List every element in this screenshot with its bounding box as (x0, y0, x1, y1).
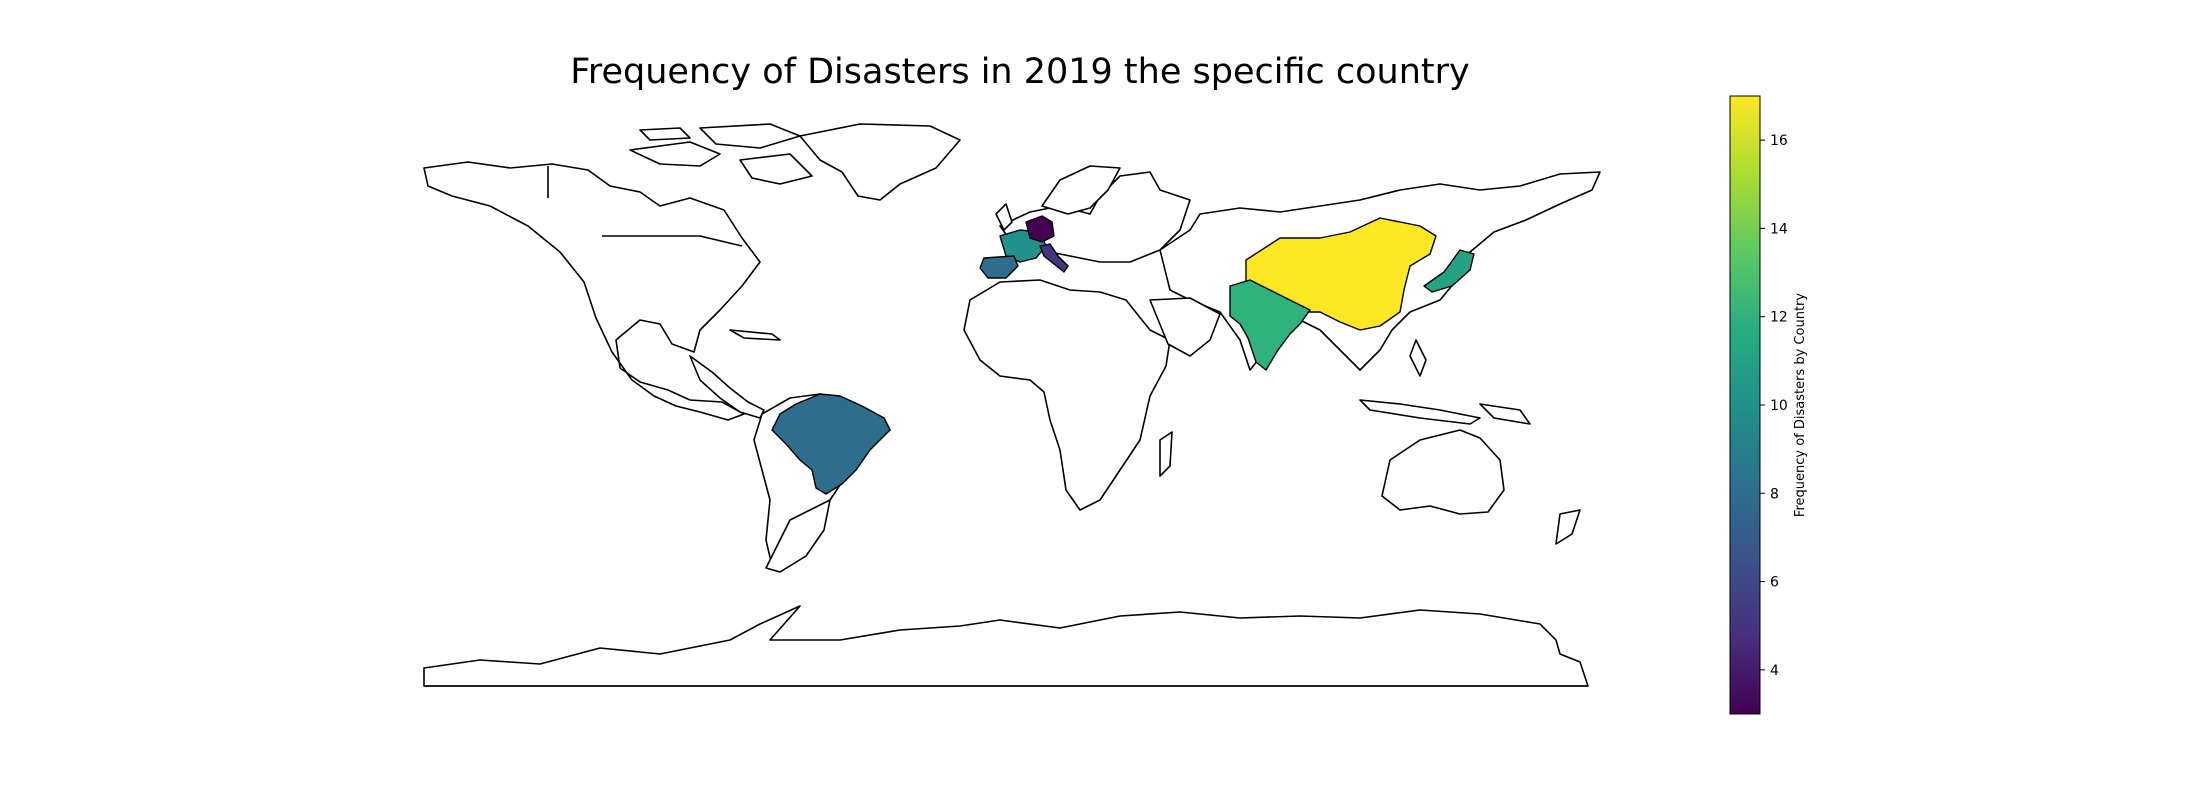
country-germany (1025, 215, 1055, 243)
chile-argentina (765, 499, 831, 573)
colorbar-tick-label: 14 (1770, 221, 1788, 237)
colorbar-tick-label: 10 (1770, 398, 1788, 414)
arctic-island (639, 127, 691, 141)
new-zealand (1555, 509, 1581, 545)
uk (995, 203, 1013, 231)
arctic-island (699, 123, 801, 149)
arctic-island (629, 141, 721, 167)
canada-border (602, 235, 743, 247)
indonesia (1359, 399, 1481, 425)
colorbar-label: Frequency of Disasters by Country (1793, 293, 1808, 517)
africa-landmass (963, 279, 1171, 511)
philippines (1409, 339, 1427, 377)
map-title: Frequency of Disasters in 2019 the speci… (570, 52, 1470, 92)
scandinavia (1041, 165, 1121, 215)
cuba (729, 329, 781, 341)
country-italy (1039, 243, 1069, 273)
australia (1381, 429, 1505, 515)
antarctica (423, 605, 1589, 687)
country-brazil (771, 393, 891, 495)
colorbar-tick-label: 6 (1770, 575, 1779, 591)
new-guinea (1479, 403, 1531, 425)
colorbar-tick-label: 12 (1770, 310, 1788, 326)
colorbar-gradient (1729, 95, 1761, 715)
colorbar-tick-label: 4 (1770, 663, 1779, 679)
colorbar-tick-label: 8 (1770, 486, 1779, 502)
north-america-landmass (423, 161, 761, 421)
country-india (1229, 279, 1311, 371)
country-spain (979, 255, 1019, 279)
greenland (799, 123, 961, 201)
world-map (423, 123, 1601, 687)
country-japan (1423, 249, 1475, 293)
arabian-peninsula (1149, 297, 1221, 357)
colorbar-tick-label: 16 (1770, 133, 1788, 149)
madagascar (1159, 431, 1173, 477)
arctic-island (739, 153, 813, 185)
